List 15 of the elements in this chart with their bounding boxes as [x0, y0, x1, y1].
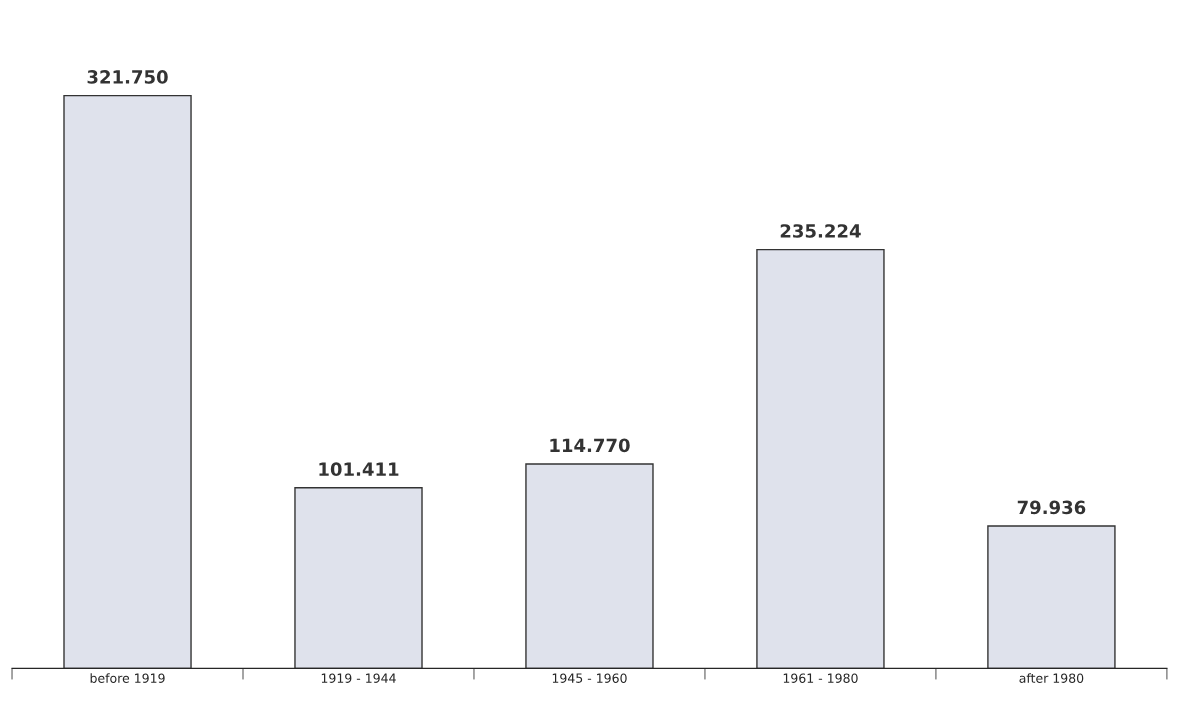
x-tick-label: 1945 - 1960	[552, 673, 627, 683]
bar	[987, 525, 1116, 669]
bar	[756, 248, 885, 669]
bar	[294, 487, 423, 669]
bar	[525, 463, 654, 669]
x-tick-label: 1961 - 1980	[783, 673, 858, 683]
bar	[63, 94, 192, 669]
data-label: 321.750	[87, 70, 168, 84]
x-tick-label: after 1980	[1019, 673, 1084, 683]
x-tick-label: 1919 - 1944	[321, 673, 396, 683]
data-label: 114.770	[550, 438, 630, 453]
data-label: 101.411	[319, 462, 399, 476]
x-tick-label: before 1919	[90, 673, 165, 683]
data-label: 79.936	[1017, 500, 1086, 515]
data-label: 235.224	[780, 224, 861, 238]
